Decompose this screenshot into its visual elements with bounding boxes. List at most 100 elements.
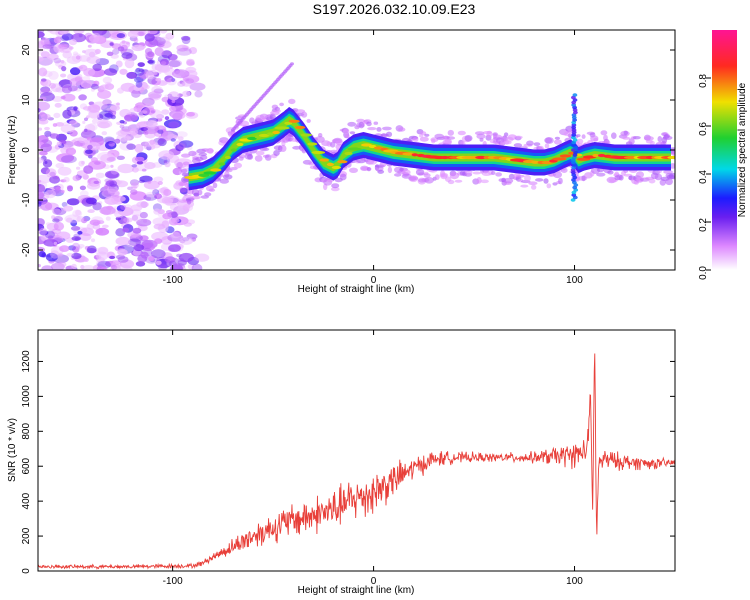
ridge-halo: [495, 172, 502, 177]
ridge-halo: [513, 143, 523, 148]
noise-speckle: [38, 67, 48, 77]
ridge-halo: [447, 179, 455, 185]
noise-speckle: [191, 263, 203, 270]
noise-speckle: [84, 257, 89, 262]
noise-speckle: [186, 219, 196, 225]
noise-speckle: [56, 153, 75, 163]
y-tick-label: 1000: [21, 385, 32, 408]
noise-speckle: [99, 110, 114, 120]
ridge-halo: [419, 136, 429, 142]
noise-speckle: [161, 129, 169, 137]
ridge-halo: [206, 147, 214, 154]
noise-speckle: [110, 114, 116, 120]
noise-speckle: [143, 125, 160, 135]
noise-speckle: [63, 176, 70, 183]
noise-speckle: [131, 164, 138, 168]
noise-speckle: [127, 30, 140, 38]
noise-speckle: [44, 230, 56, 239]
noise-speckle: [131, 89, 141, 98]
ridge-halo: [199, 155, 208, 160]
noise-speckle: [70, 226, 81, 231]
noise-speckle: [69, 77, 84, 86]
noise-speckle: [109, 259, 121, 266]
colorbar-tick-label: 0.0: [698, 266, 709, 280]
ridge-core: [247, 136, 257, 141]
noise-speckle: [126, 71, 138, 79]
ridge-core: [258, 133, 270, 138]
ridge-halo: [182, 161, 190, 166]
ridge-halo: [412, 137, 419, 142]
noise-speckle: [154, 47, 164, 57]
ridge-halo: [545, 137, 554, 144]
noise-speckle: [97, 89, 112, 99]
noise-speckle: [161, 50, 173, 59]
noise-speckle: [81, 160, 85, 165]
noise-speckle: [174, 104, 183, 111]
noise-speckle: [90, 238, 96, 243]
noise-speckle: [53, 37, 62, 44]
noise-speckle: [161, 109, 170, 115]
ridge-halo: [672, 151, 675, 156]
ridge-halo: [273, 109, 282, 113]
ridge-core: [198, 173, 210, 177]
noise-speckle: [40, 78, 47, 82]
ridge-halo: [544, 143, 550, 149]
ridge-halo: [301, 111, 308, 118]
noise-speckle: [91, 88, 95, 92]
noise-speckle: [114, 210, 125, 218]
noise-speckle: [110, 164, 114, 168]
noise-speckle: [59, 245, 70, 253]
noise-speckle: [185, 78, 195, 84]
spectrogram-x-label: Height of straight line (km): [298, 284, 415, 295]
noise-speckle: [171, 99, 176, 103]
noise-speckle: [109, 255, 116, 260]
ridge-halo: [387, 166, 393, 174]
ridge-core: [347, 147, 362, 151]
noise-speckle: [47, 235, 54, 240]
noise-speckle: [70, 139, 78, 146]
noise-speckle: [177, 80, 186, 87]
noise-speckle: [133, 244, 145, 252]
ridge-halo: [636, 171, 644, 179]
ridge-core: [230, 148, 237, 152]
ridge-halo: [600, 130, 608, 136]
noise-speckle: [134, 143, 144, 153]
noise-speckle: [61, 155, 77, 164]
ridge-halo: [662, 135, 673, 140]
noise-speckle: [71, 53, 83, 63]
noise-speckle: [49, 175, 61, 184]
noise-speckle: [178, 252, 194, 263]
ridge-band: [188, 113, 671, 184]
noise-speckle: [129, 128, 138, 136]
noise-speckle: [78, 175, 83, 179]
noise-speckle: [119, 120, 125, 124]
noise-speckle: [38, 179, 42, 183]
ridge-halo: [366, 167, 371, 172]
ridge-halo: [447, 129, 454, 136]
noise-speckle: [139, 211, 148, 219]
noise-speckle: [60, 124, 75, 133]
ridge-halo: [528, 181, 538, 186]
noise-speckle: [49, 133, 60, 139]
ridge-core: [411, 153, 418, 157]
noise-speckle: [81, 265, 95, 270]
noise-speckle: [51, 215, 56, 220]
noise-speckle: [80, 264, 85, 270]
ridge-halo: [306, 118, 311, 123]
noise-speckle: [77, 244, 85, 248]
noise-speckle: [91, 118, 99, 124]
noise-speckle: [86, 136, 92, 141]
noise-speckle: [38, 31, 45, 38]
noise-speckle: [117, 256, 129, 263]
noise-speckle: [71, 242, 81, 251]
noise-speckle: [150, 110, 155, 114]
y-tick-label: 0: [21, 568, 32, 574]
noise-speckle: [163, 198, 174, 204]
noise-speckle: [109, 105, 120, 111]
noise-speckle: [124, 58, 135, 69]
noise-speckle: [117, 249, 128, 256]
noise-speckle: [153, 176, 164, 183]
noise-speckle: [79, 190, 89, 197]
spike-blob: [571, 148, 576, 152]
noise-speckle: [131, 249, 144, 257]
